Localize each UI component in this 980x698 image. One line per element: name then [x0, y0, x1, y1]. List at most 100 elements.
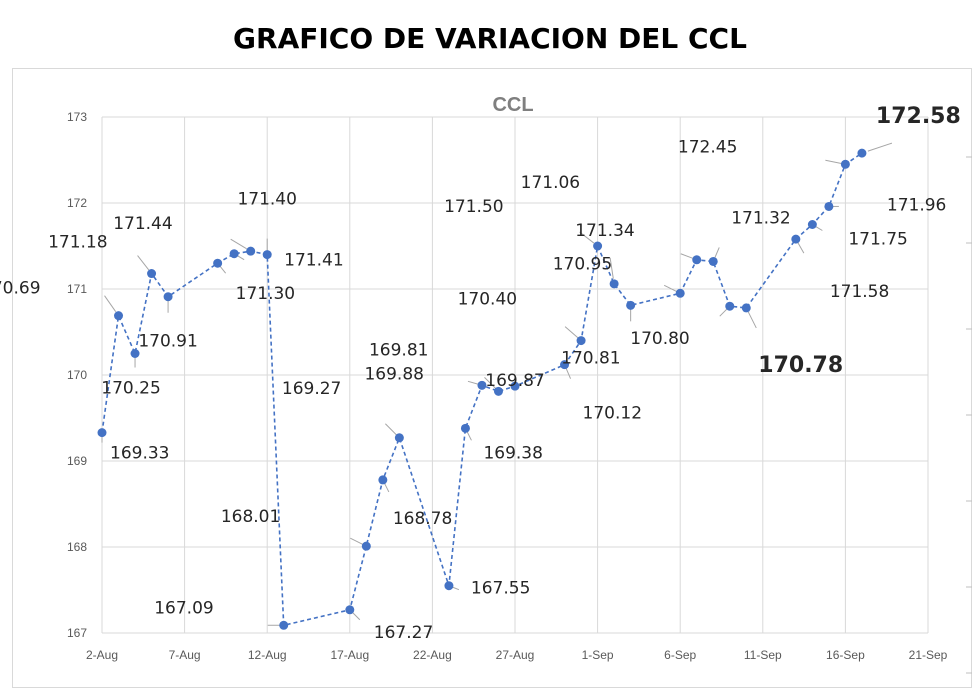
data-label-leader — [351, 611, 361, 621]
data-point — [576, 336, 586, 346]
x-tick-label: 1-Sep — [582, 648, 614, 662]
data-label: 170.81 — [561, 348, 620, 368]
data-label-leader — [747, 311, 757, 329]
data-point — [130, 349, 140, 358]
y-tick-label: 167 — [67, 626, 87, 640]
data-point — [460, 423, 470, 433]
chart-title: CCL — [492, 94, 533, 116]
data-point — [163, 292, 173, 302]
data-label: 171.18 — [48, 233, 107, 253]
x-tick-label: 2-Aug — [86, 648, 118, 662]
data-points — [97, 148, 867, 630]
data-label: 168.78 — [393, 509, 452, 529]
data-point — [345, 605, 355, 615]
data-label-leader — [680, 253, 694, 260]
data-label: 168.01 — [221, 507, 280, 527]
axes: 167 168 169 170 171 172 173 2-Aug 7-Aug 12-Aug 17-… — [67, 110, 948, 662]
data-label: 169.87 — [485, 371, 544, 391]
gridlines — [101, 116, 972, 674]
data-label-leader — [385, 423, 397, 436]
x-tick-label: 27-Aug — [496, 648, 535, 662]
data-point — [493, 386, 503, 396]
data-label: 169.88 — [364, 364, 423, 384]
y-tick-label: 168 — [67, 540, 87, 554]
x-tick-label: 7-Aug — [169, 648, 201, 662]
x-tick-label: 6-Sep — [664, 648, 696, 662]
data-label: 170.40 — [458, 290, 517, 310]
x-tick-label: 21-Sep — [909, 648, 948, 662]
data-point — [741, 303, 751, 313]
y-tick-label: 171 — [67, 282, 87, 296]
data-label: 169.33 — [110, 444, 169, 464]
x-tick-label: 22-Aug — [413, 648, 452, 662]
data-point — [824, 201, 834, 211]
x-tick-label: 16-Sep — [826, 648, 865, 662]
data-point — [279, 620, 289, 630]
data-point — [725, 301, 735, 311]
data-label: 171.58 — [830, 282, 889, 302]
data-point — [262, 250, 272, 260]
data-label-leader — [867, 142, 893, 152]
data-label: 170.91 — [138, 332, 197, 352]
data-label: 167.27 — [374, 623, 433, 643]
data-point — [857, 148, 867, 158]
data-label: 167.55 — [471, 579, 530, 599]
data-label-leader — [825, 159, 842, 164]
data-label: 171.50 — [444, 197, 503, 217]
data-point — [114, 311, 124, 321]
x-tick-label: 17-Aug — [330, 648, 369, 662]
data-label: 170.78 — [758, 353, 843, 378]
data-label: 169.38 — [483, 443, 542, 463]
y-tick-label: 169 — [67, 454, 87, 468]
data-label: 169.27 — [282, 379, 341, 399]
data-label-leader — [713, 247, 720, 259]
data-point — [675, 288, 685, 298]
data-label: 171.96 — [887, 195, 946, 215]
data-label-leader — [579, 231, 595, 244]
data-point — [378, 475, 388, 485]
data-point — [394, 433, 404, 443]
data-label: 171.34 — [575, 221, 634, 241]
data-label: 171.41 — [284, 251, 343, 271]
data-label-leader — [565, 367, 572, 379]
data-point — [246, 246, 256, 256]
chart-frame — [12, 68, 972, 688]
series-path — [101, 152, 863, 627]
data-point — [791, 234, 801, 244]
data-point — [609, 279, 619, 289]
data-label: 170.25 — [101, 379, 160, 399]
data-label-leader — [104, 295, 117, 312]
data-point — [229, 249, 239, 259]
data-point — [361, 541, 371, 551]
data-point — [477, 380, 487, 390]
data-point — [626, 300, 636, 310]
data-label: 171.44 — [113, 214, 172, 234]
data-point — [593, 241, 603, 251]
data-point — [147, 269, 157, 279]
data-label-leader — [230, 238, 247, 250]
data-label: 171.75 — [848, 230, 907, 250]
data-label: 167.09 — [154, 598, 213, 618]
data-label: 170.69 — [0, 279, 41, 299]
data-point — [213, 258, 223, 268]
data-point — [807, 220, 817, 229]
series-line — [101, 152, 863, 627]
data-point — [510, 381, 520, 391]
data-label-leader — [484, 376, 497, 389]
data-point — [708, 256, 718, 266]
data-labels: 169.33 170.69 170.25 171.18 170.91 171.30 171.… — [0, 104, 961, 643]
data-point — [97, 428, 107, 438]
data-label: 172.45 — [678, 137, 737, 157]
y-tick-label: 170 — [67, 368, 87, 382]
x-tick-label: 12-Aug — [248, 648, 287, 662]
data-label-leader — [564, 326, 579, 339]
y-tick-label: 172 — [67, 196, 87, 210]
data-label: 172.58 — [876, 104, 961, 129]
data-label-leader — [719, 307, 729, 317]
y-tick-label: 173 — [67, 110, 87, 124]
data-label: 170.12 — [583, 404, 642, 424]
data-point — [560, 360, 570, 370]
data-label: 171.32 — [731, 208, 790, 228]
data-label: 170.80 — [630, 329, 689, 349]
